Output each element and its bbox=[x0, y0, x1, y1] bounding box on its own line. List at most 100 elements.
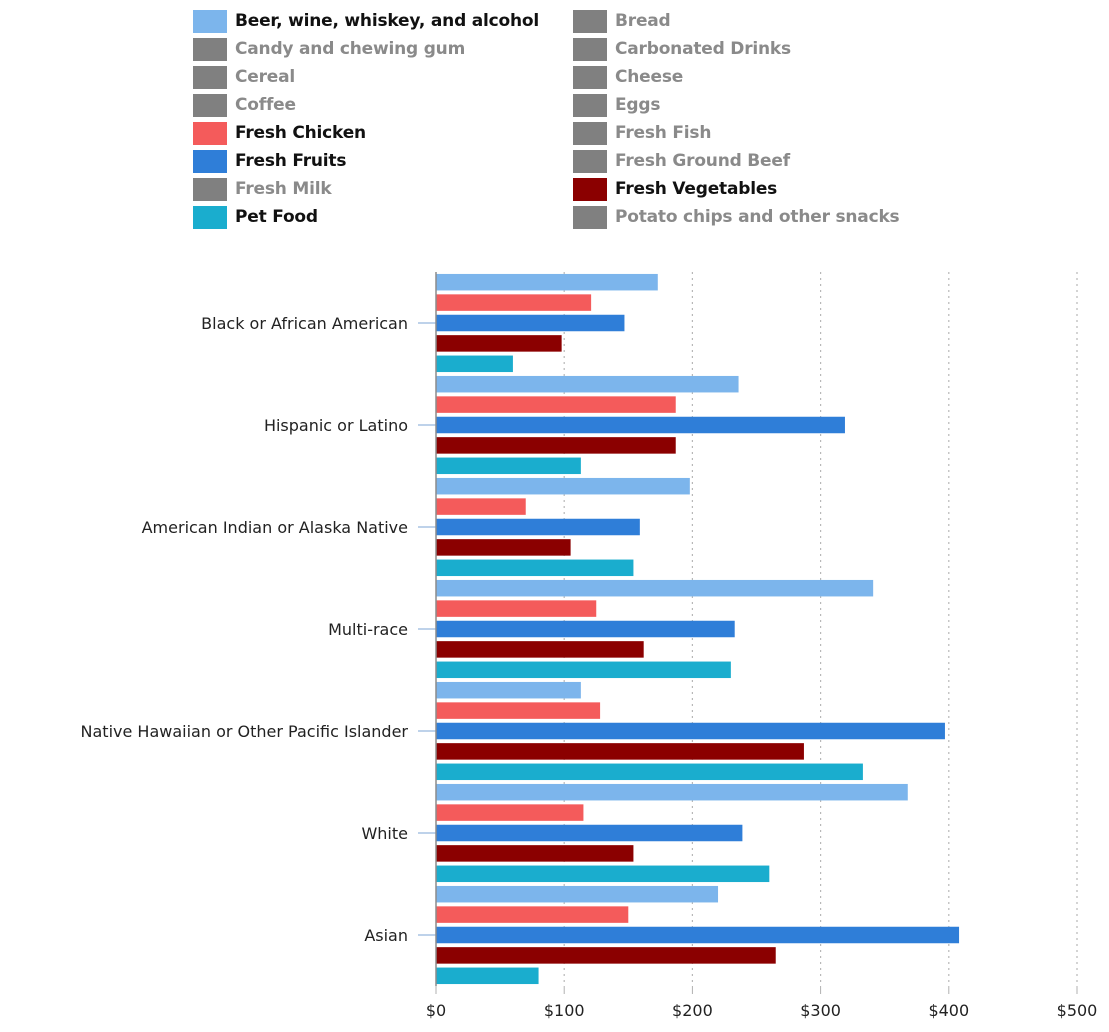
legend-swatch bbox=[193, 149, 227, 173]
legend-label: Cereal bbox=[235, 67, 296, 87]
legend-swatch bbox=[573, 37, 607, 61]
legend-swatch bbox=[193, 65, 227, 89]
legend-swatch bbox=[193, 9, 227, 33]
bar[interactable] bbox=[436, 845, 634, 862]
category-label: Multi-race bbox=[328, 620, 408, 639]
bar[interactable] bbox=[436, 294, 592, 311]
bar[interactable] bbox=[436, 355, 513, 373]
bar[interactable] bbox=[436, 335, 562, 352]
bar[interactable] bbox=[436, 681, 581, 699]
bar[interactable] bbox=[436, 539, 571, 556]
bar[interactable] bbox=[436, 416, 845, 434]
legend-label: Cheese bbox=[615, 67, 684, 87]
legend-item-8[interactable]: Fresh Chicken bbox=[193, 120, 366, 146]
category-label: American Indian or Alaska Native bbox=[142, 518, 408, 537]
legend-swatch bbox=[573, 205, 607, 229]
bar[interactable] bbox=[436, 926, 960, 944]
category-label: Asian bbox=[364, 926, 408, 945]
legend-item-1[interactable]: Bread bbox=[573, 8, 671, 34]
category-label: Native Hawaiian or Other Pacific Islande… bbox=[81, 722, 409, 741]
legend-item-3[interactable]: Carbonated Drinks bbox=[573, 36, 791, 62]
legend-swatch bbox=[573, 9, 607, 33]
bar[interactable] bbox=[436, 314, 625, 332]
bars bbox=[436, 273, 960, 985]
legend-label: Beer, wine, whiskey, and alcohol bbox=[235, 11, 540, 31]
legend-swatch bbox=[193, 177, 227, 201]
bar[interactable] bbox=[436, 518, 640, 536]
bar[interactable] bbox=[436, 375, 739, 393]
chart-legend: Beer, wine, whiskey, and alcohol Bread Can… bbox=[0, 0, 1109, 240]
bar[interactable] bbox=[436, 437, 676, 454]
legend-item-2[interactable]: Candy and chewing gum bbox=[193, 36, 465, 62]
x-tick-label: $400 bbox=[928, 1001, 969, 1020]
bar[interactable] bbox=[436, 661, 731, 679]
legend-label: Fresh Ground Beef bbox=[615, 151, 790, 171]
bar[interactable] bbox=[436, 579, 874, 597]
bar[interactable] bbox=[436, 273, 658, 291]
legend-label: Fresh Fruits bbox=[235, 151, 347, 171]
legend-item-7[interactable]: Eggs bbox=[573, 92, 660, 118]
bar[interactable] bbox=[436, 498, 526, 515]
legend-swatch bbox=[573, 177, 607, 201]
legend-swatch bbox=[573, 121, 607, 145]
legend-label: Fresh Vegetables bbox=[615, 179, 778, 199]
legend-item-10[interactable]: Fresh Fruits bbox=[193, 148, 346, 174]
legend-item-0[interactable]: Beer, wine, whiskey, and alcohol bbox=[193, 8, 539, 34]
legend-item-12[interactable]: Fresh Milk bbox=[193, 176, 332, 202]
legend-swatch bbox=[193, 205, 227, 229]
legend-label: Bread bbox=[615, 11, 671, 31]
category-label: White bbox=[361, 824, 408, 843]
legend-swatch bbox=[193, 37, 227, 61]
category-label: Black or African American bbox=[201, 314, 408, 333]
legend-swatch bbox=[573, 93, 607, 117]
legend-swatch bbox=[193, 93, 227, 117]
bar[interactable] bbox=[436, 763, 863, 781]
bar[interactable] bbox=[436, 865, 770, 883]
bar[interactable] bbox=[436, 783, 908, 801]
bar[interactable] bbox=[436, 906, 629, 923]
legend-item-4[interactable]: Cereal bbox=[193, 64, 295, 90]
legend-item-5[interactable]: Cheese bbox=[573, 64, 683, 90]
legend-label: Eggs bbox=[615, 95, 661, 115]
category-label: Hispanic or Latino bbox=[264, 416, 408, 435]
bar[interactable] bbox=[436, 967, 539, 985]
bar[interactable] bbox=[436, 885, 719, 903]
x-tick-label: $300 bbox=[800, 1001, 841, 1020]
bar[interactable] bbox=[436, 457, 581, 475]
bar[interactable] bbox=[436, 722, 945, 740]
legend-item-9[interactable]: Fresh Fish bbox=[573, 120, 711, 146]
bar[interactable] bbox=[436, 600, 597, 617]
bar[interactable] bbox=[436, 804, 584, 821]
legend-swatch bbox=[573, 65, 607, 89]
bar[interactable] bbox=[436, 559, 634, 577]
legend-label: Fresh Chicken bbox=[235, 123, 366, 143]
x-tick-label: $500 bbox=[1057, 1001, 1098, 1020]
legend-label: Fresh Fish bbox=[615, 123, 712, 143]
legend-item-13[interactable]: Fresh Vegetables bbox=[573, 176, 777, 202]
bar[interactable] bbox=[436, 641, 644, 658]
bar[interactable] bbox=[436, 396, 676, 413]
bar[interactable] bbox=[436, 947, 776, 964]
legend-item-6[interactable]: Coffee bbox=[193, 92, 296, 118]
x-tick-label: $100 bbox=[544, 1001, 585, 1020]
bar[interactable] bbox=[436, 620, 735, 638]
bar[interactable] bbox=[436, 743, 804, 760]
bar[interactable] bbox=[436, 702, 601, 719]
legend-label: Carbonated Drinks bbox=[615, 39, 791, 59]
legend-item-11[interactable]: Fresh Ground Beef bbox=[573, 148, 790, 174]
bar[interactable] bbox=[436, 824, 743, 842]
legend-swatch bbox=[193, 121, 227, 145]
legend-item-15[interactable]: Potato chips and other snacks bbox=[573, 204, 900, 230]
legend-swatch bbox=[573, 149, 607, 173]
legend-label: Potato chips and other snacks bbox=[615, 207, 900, 227]
legend-label: Coffee bbox=[235, 95, 296, 115]
legend-label: Fresh Milk bbox=[235, 179, 332, 199]
legend-label: Pet Food bbox=[235, 207, 318, 227]
x-tick-label: $200 bbox=[672, 1001, 713, 1020]
legend-label: Candy and chewing gum bbox=[235, 39, 466, 59]
x-tick-label: $0 bbox=[426, 1001, 446, 1020]
legend-item-14[interactable]: Pet Food bbox=[193, 204, 318, 230]
axes: $0 $100 $200 $300 $400 $500 Black or African A… bbox=[81, 272, 1098, 1020]
bar[interactable] bbox=[436, 477, 690, 495]
